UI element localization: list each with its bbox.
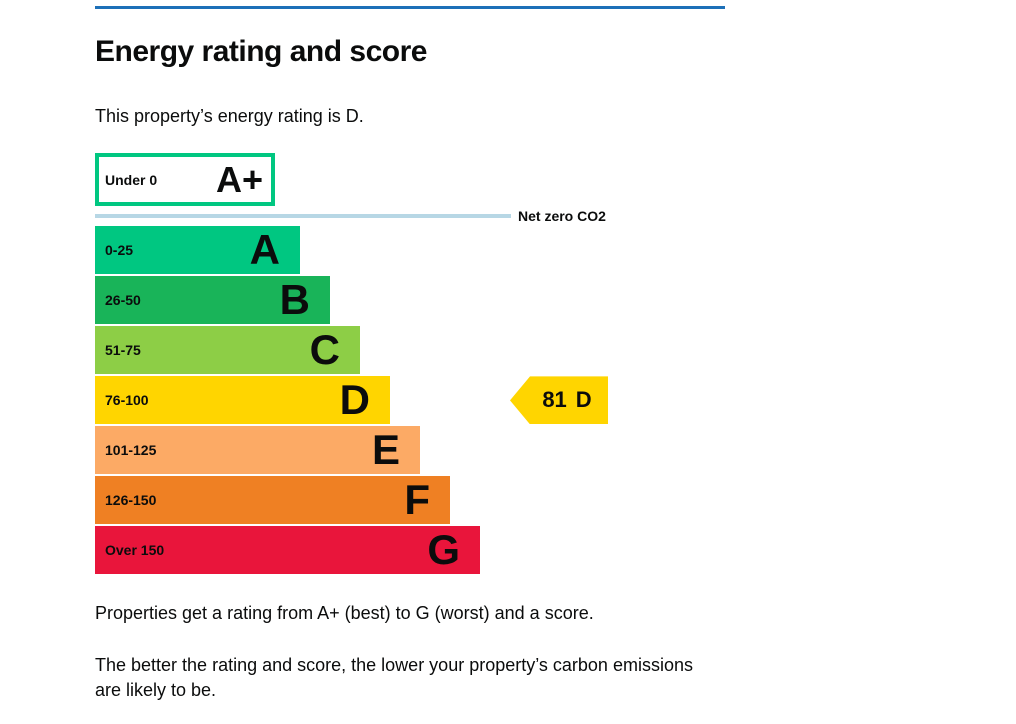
section-divider bbox=[95, 6, 725, 9]
band-rating-letter: A bbox=[249, 226, 280, 274]
band-rating-letter: F bbox=[404, 476, 430, 524]
band-range-label: 76-100 bbox=[105, 392, 149, 409]
band-range-label: 0-25 bbox=[105, 242, 134, 259]
band-rating-letter: E bbox=[371, 426, 400, 474]
band-row-g: Over 150 G bbox=[95, 526, 480, 575]
net-zero-label: Net zero CO2 bbox=[518, 208, 606, 225]
energy-rating-chart: Under 0 A+ Net zero CO2 0-25 A 26-50 B 5… bbox=[95, 153, 725, 575]
band-range-label: Under 0 bbox=[105, 171, 158, 188]
band-range-label: Over 150 bbox=[105, 542, 165, 559]
band-row-a: 0-25 A bbox=[95, 226, 300, 275]
net-zero-row: Net zero CO2 bbox=[95, 206, 725, 226]
band-row-e: 101-125 E bbox=[95, 426, 420, 475]
band-rating-letter: A+ bbox=[215, 158, 263, 200]
current-score-value: 81 bbox=[542, 387, 567, 413]
page-title: Energy rating and score bbox=[95, 35, 427, 68]
band-row-d: 76-100 D 81 D bbox=[95, 376, 608, 425]
rating-explainer: The better the rating and score, the low… bbox=[95, 655, 693, 701]
band-rating-letter: B bbox=[279, 276, 310, 324]
rating-scale-note: Properties get a rating from A+ (best) t… bbox=[95, 603, 594, 624]
band-range-label: 26-50 bbox=[105, 292, 141, 309]
band-row-b: 26-50 B bbox=[95, 276, 330, 325]
band-rating-letter: C bbox=[309, 326, 340, 374]
current-rating-letter: D bbox=[575, 387, 592, 413]
band-rating-letter: G bbox=[427, 526, 460, 574]
current-score-marker: 81 D bbox=[510, 376, 608, 425]
energy-rating-section: Energy rating and score This property’s … bbox=[95, 0, 725, 703]
band-row-f: 126-150 F bbox=[95, 476, 450, 525]
band-row-c: 51-75 C bbox=[95, 326, 360, 375]
band-rating-letter: D bbox=[339, 376, 370, 424]
band-a-plus: Under 0 A+ bbox=[95, 153, 275, 207]
band-range-label: 51-75 bbox=[105, 342, 141, 359]
band-range-label: 126-150 bbox=[105, 492, 157, 509]
band-range-label: 101-125 bbox=[105, 442, 157, 459]
rating-summary-text: This property’s energy rating is D. bbox=[95, 106, 364, 126]
net-zero-line bbox=[95, 214, 511, 219]
